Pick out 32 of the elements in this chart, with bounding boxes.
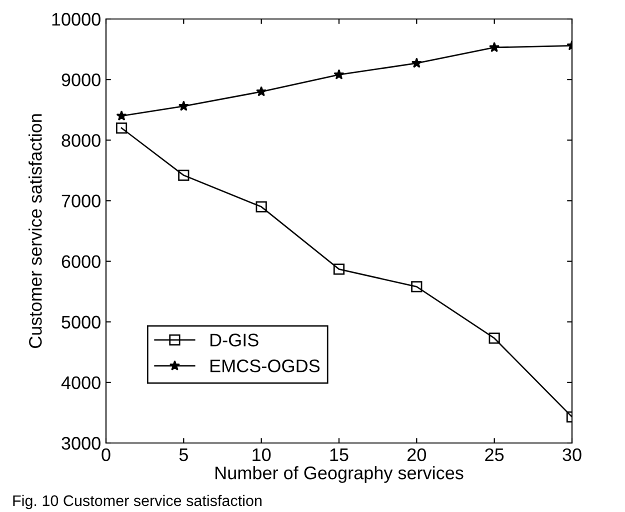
x-axis-title: Number of Geography services: [216, 466, 464, 483]
y-tick-label: 9000: [62, 74, 100, 86]
y-tick-label: 4000: [61, 376, 100, 390]
x-tick-label: 5: [179, 448, 188, 462]
y-tick-label: 7000: [62, 194, 100, 208]
legend-label: D-GIS: [210, 334, 258, 346]
point: [411, 58, 422, 68]
x-tick-label: 15: [330, 448, 348, 462]
x-tick-label: 25: [485, 448, 504, 462]
legend-label: EMCS-OGDS: [210, 360, 320, 372]
point: [256, 201, 267, 212]
y-tick-label: 5000: [62, 316, 100, 329]
caption: Fig. 10 Customer service satisfaction: [13, 494, 262, 510]
y-axis-title: Customer service satisfaction: [28, 114, 42, 348]
x-tick-label: 10: [252, 448, 271, 462]
point: [489, 42, 500, 52]
x-tick-label: 30: [562, 448, 582, 462]
y-tick-label: 8000: [62, 134, 100, 147]
point: [411, 281, 422, 292]
point: [256, 86, 267, 96]
point: [334, 69, 344, 80]
point: [116, 122, 128, 134]
y-tick-label: 3000: [62, 436, 100, 450]
point: [333, 264, 345, 275]
point: [178, 170, 190, 181]
x-tick-label: 0: [102, 448, 110, 462]
point: [488, 332, 500, 344]
x-tick-label: 20: [408, 448, 426, 462]
y-tick-label: 10000: [52, 12, 100, 26]
y-tick-label: 6000: [62, 255, 100, 268]
point: [116, 110, 127, 121]
point: [178, 100, 189, 111]
